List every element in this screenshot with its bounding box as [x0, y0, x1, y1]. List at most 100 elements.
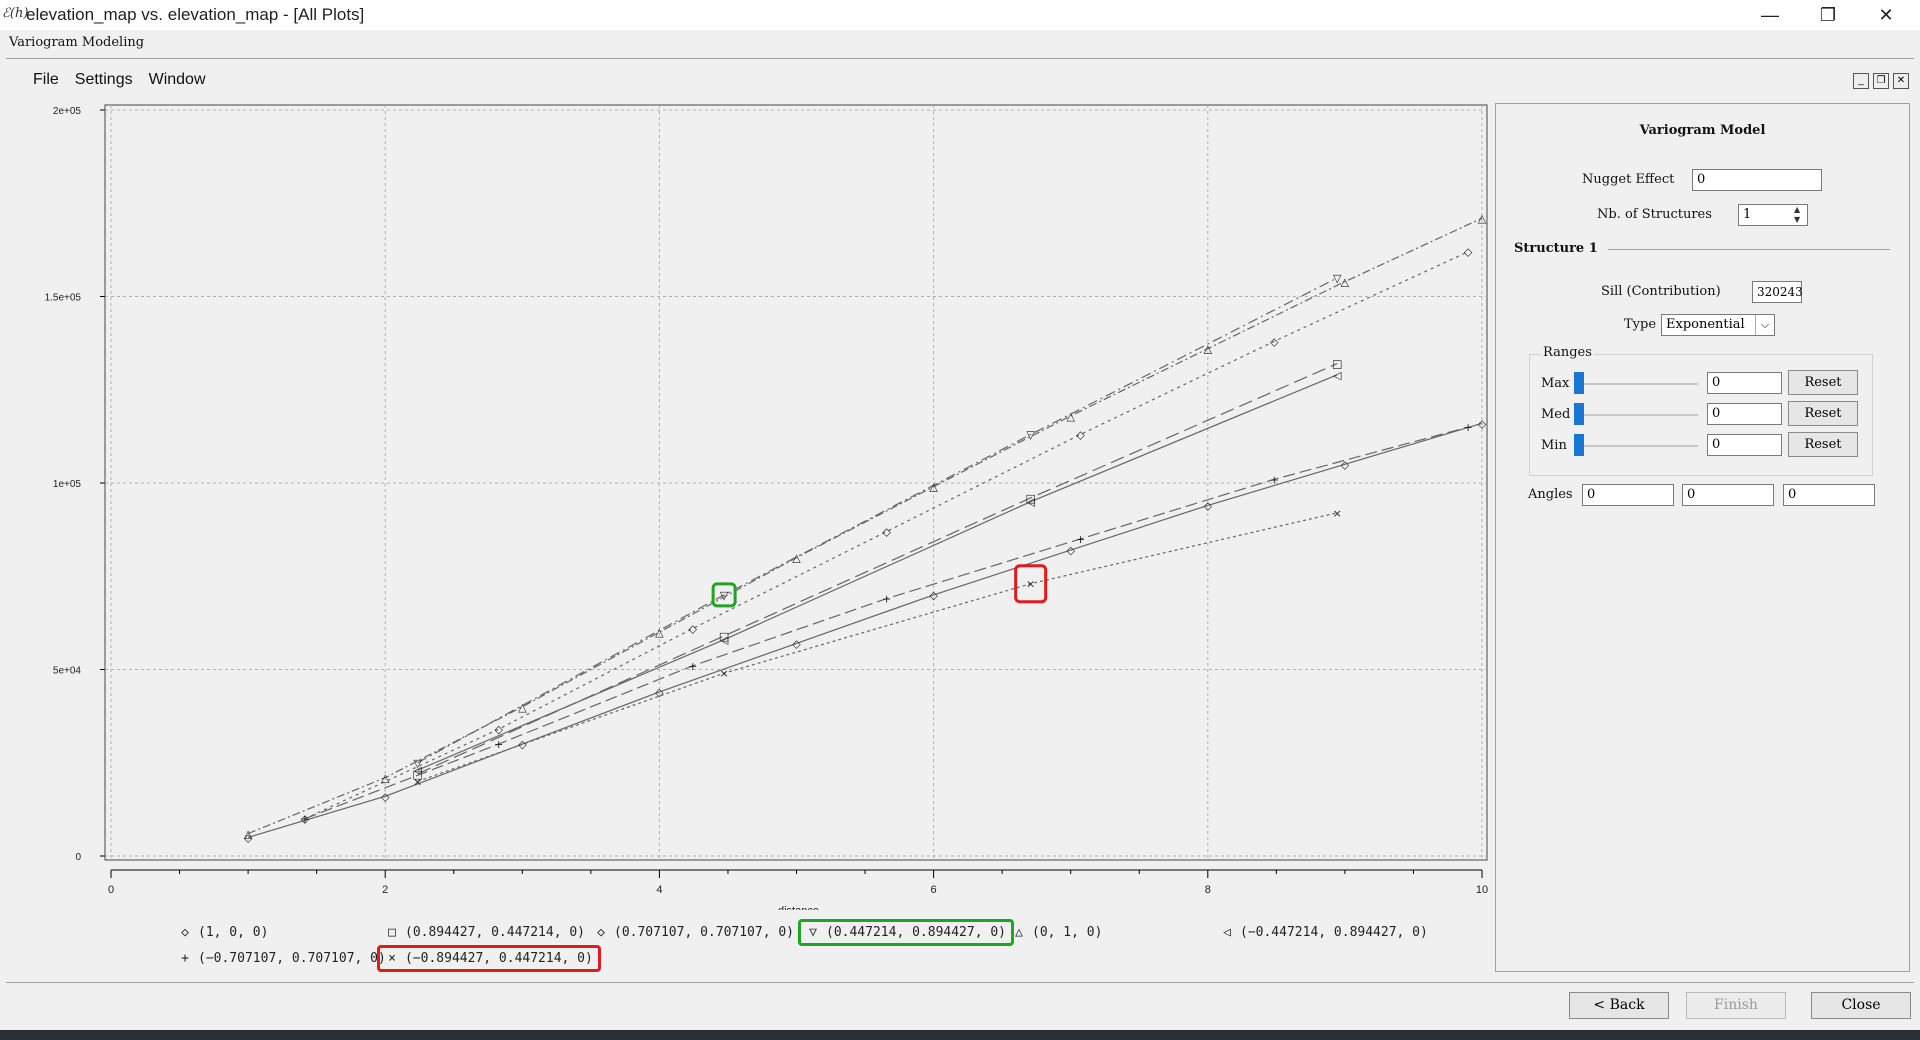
y-tick-label: 1e+05 — [53, 479, 82, 490]
x-tick-label: 4 — [656, 884, 662, 896]
x-axis-label: distance — [778, 905, 819, 910]
legend-item: × (−0.894427, 0.447214, 0) — [385, 951, 593, 966]
ranges-label: Ranges — [1541, 345, 1594, 360]
x-tick-label: 2 — [382, 884, 388, 896]
close-window-button[interactable]: ✕ — [1878, 4, 1894, 25]
sill-input[interactable]: 320243 — [1752, 281, 1803, 303]
data-point: ◇ — [792, 637, 801, 650]
range-min-slider-handle[interactable] — [1574, 434, 1584, 456]
restore-button[interactable]: ❐ — [1819, 4, 1837, 25]
y-tick-label: 1.5e+05 — [45, 293, 82, 304]
range-med-reset-button[interactable]: Reset — [1788, 401, 1858, 426]
close-button[interactable]: Close — [1811, 992, 1911, 1019]
data-point: + — [882, 593, 891, 606]
data-point: △ — [1066, 410, 1075, 423]
x-tick-label: 10 — [1476, 884, 1488, 896]
variogram-chart: 0 2 4 6 8 10 distance 0 5e+04 1e+05 1.5e+05 2e+05 ◇ ◇… — [45, 104, 1488, 910]
nb-structures-spinbox[interactable]: 1 — [1738, 204, 1808, 226]
x-tick-label: 8 — [1205, 884, 1211, 896]
x-tick-label: 0 — [108, 884, 114, 896]
angle-input-1[interactable]: 0 — [1582, 484, 1674, 506]
range-max-reset-button[interactable]: Reset — [1788, 370, 1858, 395]
app-icon: ℰ(h) — [2, 6, 29, 21]
data-point: ◁ — [720, 634, 729, 647]
mdi-restore-button[interactable]: ❐ — [1873, 73, 1889, 89]
legend-item: □ (0.894427, 0.447214, 0) — [385, 925, 585, 940]
data-point: ◇ — [688, 622, 697, 635]
data-point: ◇ — [1341, 458, 1350, 471]
legend-item: △ (0, 1, 0) — [1012, 925, 1102, 940]
data-point: × — [413, 775, 422, 788]
series-line-0 — [247, 422, 1483, 838]
data-point: + — [300, 813, 309, 826]
data-point: △ — [381, 772, 390, 785]
legend-highlight-box — [377, 945, 601, 972]
data-point: △ — [518, 701, 527, 714]
data-point: ▽ — [413, 757, 422, 770]
menu-window[interactable]: Window — [148, 71, 206, 88]
legend-item: + (−0.707107, 0.707107, 0) — [178, 951, 386, 966]
data-point: ◇ — [929, 589, 938, 602]
type-select[interactable]: Exponential ⌵ — [1661, 314, 1775, 336]
data-point: × — [720, 667, 729, 680]
legend-marker-icon: □ — [388, 925, 396, 940]
chevron-down-icon[interactable]: ⌵ — [1755, 315, 1774, 335]
data-point: ◁ — [413, 764, 422, 777]
data-point: × — [1026, 578, 1035, 591]
range-max-slider-handle[interactable] — [1574, 372, 1584, 394]
data-point: △ — [1204, 343, 1213, 356]
variogram-model-panel: Variogram Model Nugget Effect 0 Nb. of S… — [1495, 103, 1910, 972]
data-point: ◇ — [1066, 544, 1075, 557]
data-point: ▽ — [1026, 429, 1035, 442]
legend-item: ▽ (0.447214, 0.894427, 0) — [806, 925, 1006, 940]
range-med-input[interactable]: 0 — [1707, 403, 1782, 425]
spin-arrows-icon[interactable]: ▲ ▼ — [1794, 205, 1801, 224]
data-point: □ — [1332, 358, 1342, 371]
x-tick-label: 6 — [931, 884, 937, 896]
range-min-input[interactable]: 0 — [1707, 434, 1782, 456]
range-max-input[interactable]: 0 — [1707, 372, 1782, 394]
legend-label: (−0.447214, 0.894427, 0) — [1240, 925, 1428, 940]
nugget-input[interactable]: 0 — [1692, 169, 1822, 191]
range-med-slider-handle[interactable] — [1574, 403, 1584, 425]
y-tick-label: 5e+04 — [53, 666, 82, 677]
data-point: ◇ — [518, 738, 527, 751]
menu-file[interactable]: File — [33, 71, 59, 88]
data-point: ◇ — [494, 723, 503, 736]
legend-marker-icon: ◇ — [181, 925, 189, 940]
data-point: ◇ — [381, 790, 390, 803]
range-min-label: Min — [1541, 438, 1567, 453]
type-label: Type — [1624, 317, 1657, 332]
legend-label: (0, 1, 0) — [1032, 925, 1103, 940]
data-point: ◇ — [1076, 429, 1085, 442]
angle-input-2[interactable]: 0 — [1682, 484, 1774, 506]
series-line-7 — [417, 512, 1338, 782]
data-point: △ — [792, 552, 801, 565]
y-tick-label: 0 — [75, 852, 81, 863]
footer-divider — [6, 982, 1914, 983]
y-tick-label: 2e+05 — [53, 106, 82, 117]
data-point: ◇ — [655, 686, 664, 699]
finish-button[interactable]: Finish — [1686, 992, 1786, 1019]
mdi-minimize-button[interactable]: _ — [1853, 73, 1869, 89]
angle-input-3[interactable]: 0 — [1783, 484, 1875, 506]
series-line-2 — [304, 251, 1469, 820]
taskbar — [0, 1030, 1920, 1040]
range-min-slider-track[interactable] — [1574, 445, 1698, 447]
highlight-box — [1014, 564, 1048, 604]
back-button[interactable]: < Back — [1569, 992, 1669, 1019]
minimize-button[interactable]: — — [1761, 4, 1779, 25]
legend-marker-icon: ▽ — [809, 925, 817, 940]
range-max-slider-track[interactable] — [1574, 383, 1698, 385]
range-med-slider-track[interactable] — [1574, 414, 1698, 416]
data-point: △ — [1341, 276, 1350, 289]
range-min-reset-button[interactable]: Reset — [1788, 432, 1858, 457]
data-point: ◇ — [1464, 246, 1473, 259]
window-title: elevation_map vs. elevation_map - [All P… — [26, 5, 365, 24]
series-line-4 — [247, 217, 1483, 835]
legend-marker-icon: △ — [1015, 925, 1023, 940]
data-point: ◇ — [1478, 417, 1487, 430]
data-point: □ — [719, 630, 729, 643]
menu-settings[interactable]: Settings — [74, 71, 133, 88]
mdi-close-button[interactable]: ✕ — [1893, 73, 1909, 89]
